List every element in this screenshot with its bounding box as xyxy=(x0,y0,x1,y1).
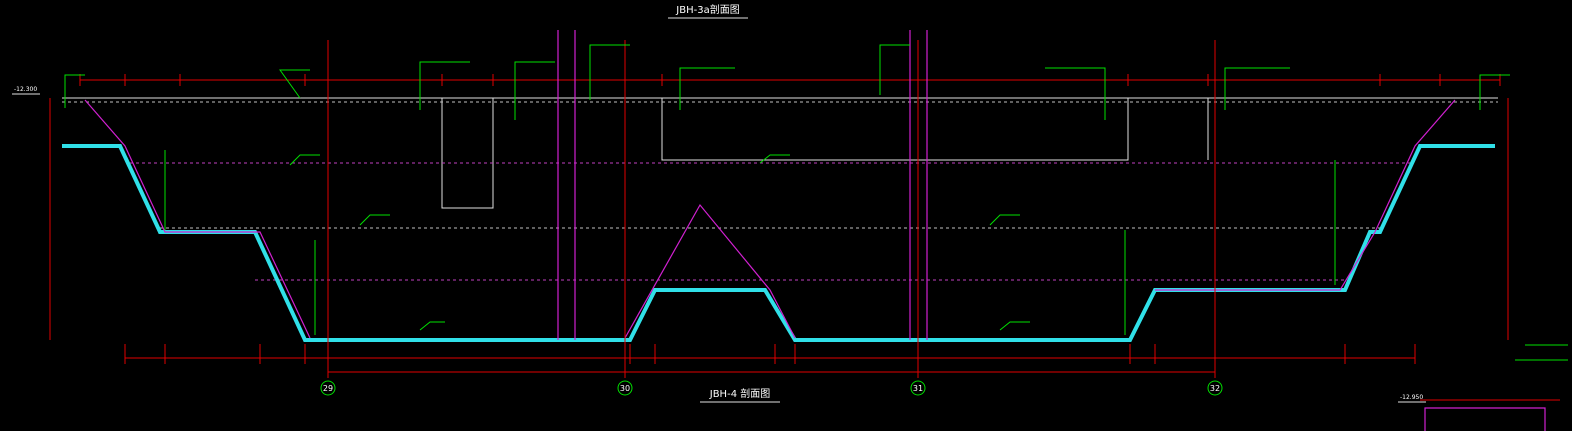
axis-label: 29 xyxy=(323,384,333,393)
elevation-label: -12.300 xyxy=(14,86,37,93)
column-well xyxy=(441,98,494,209)
axis-label: 31 xyxy=(913,384,923,393)
section-title: JBH-3a剖面图 xyxy=(675,3,739,16)
axis-label: 30 xyxy=(620,384,630,393)
dimension-ticks xyxy=(124,344,1416,364)
leader-line xyxy=(64,44,1510,335)
section-title: JBH-4 剖面图 xyxy=(709,387,770,400)
retaining-wall xyxy=(1155,99,1456,291)
partial-section xyxy=(1424,407,1546,431)
column xyxy=(557,30,928,340)
retaining-wall xyxy=(84,99,311,339)
axis-label: 32 xyxy=(1210,384,1220,393)
dimension-ticks xyxy=(79,74,1501,86)
retaining-wall xyxy=(624,203,796,339)
slab-opening xyxy=(661,98,1129,161)
axis-bubble xyxy=(320,380,1223,396)
axis-line xyxy=(327,40,1216,378)
elevation-label: -12.950 xyxy=(1400,394,1423,401)
